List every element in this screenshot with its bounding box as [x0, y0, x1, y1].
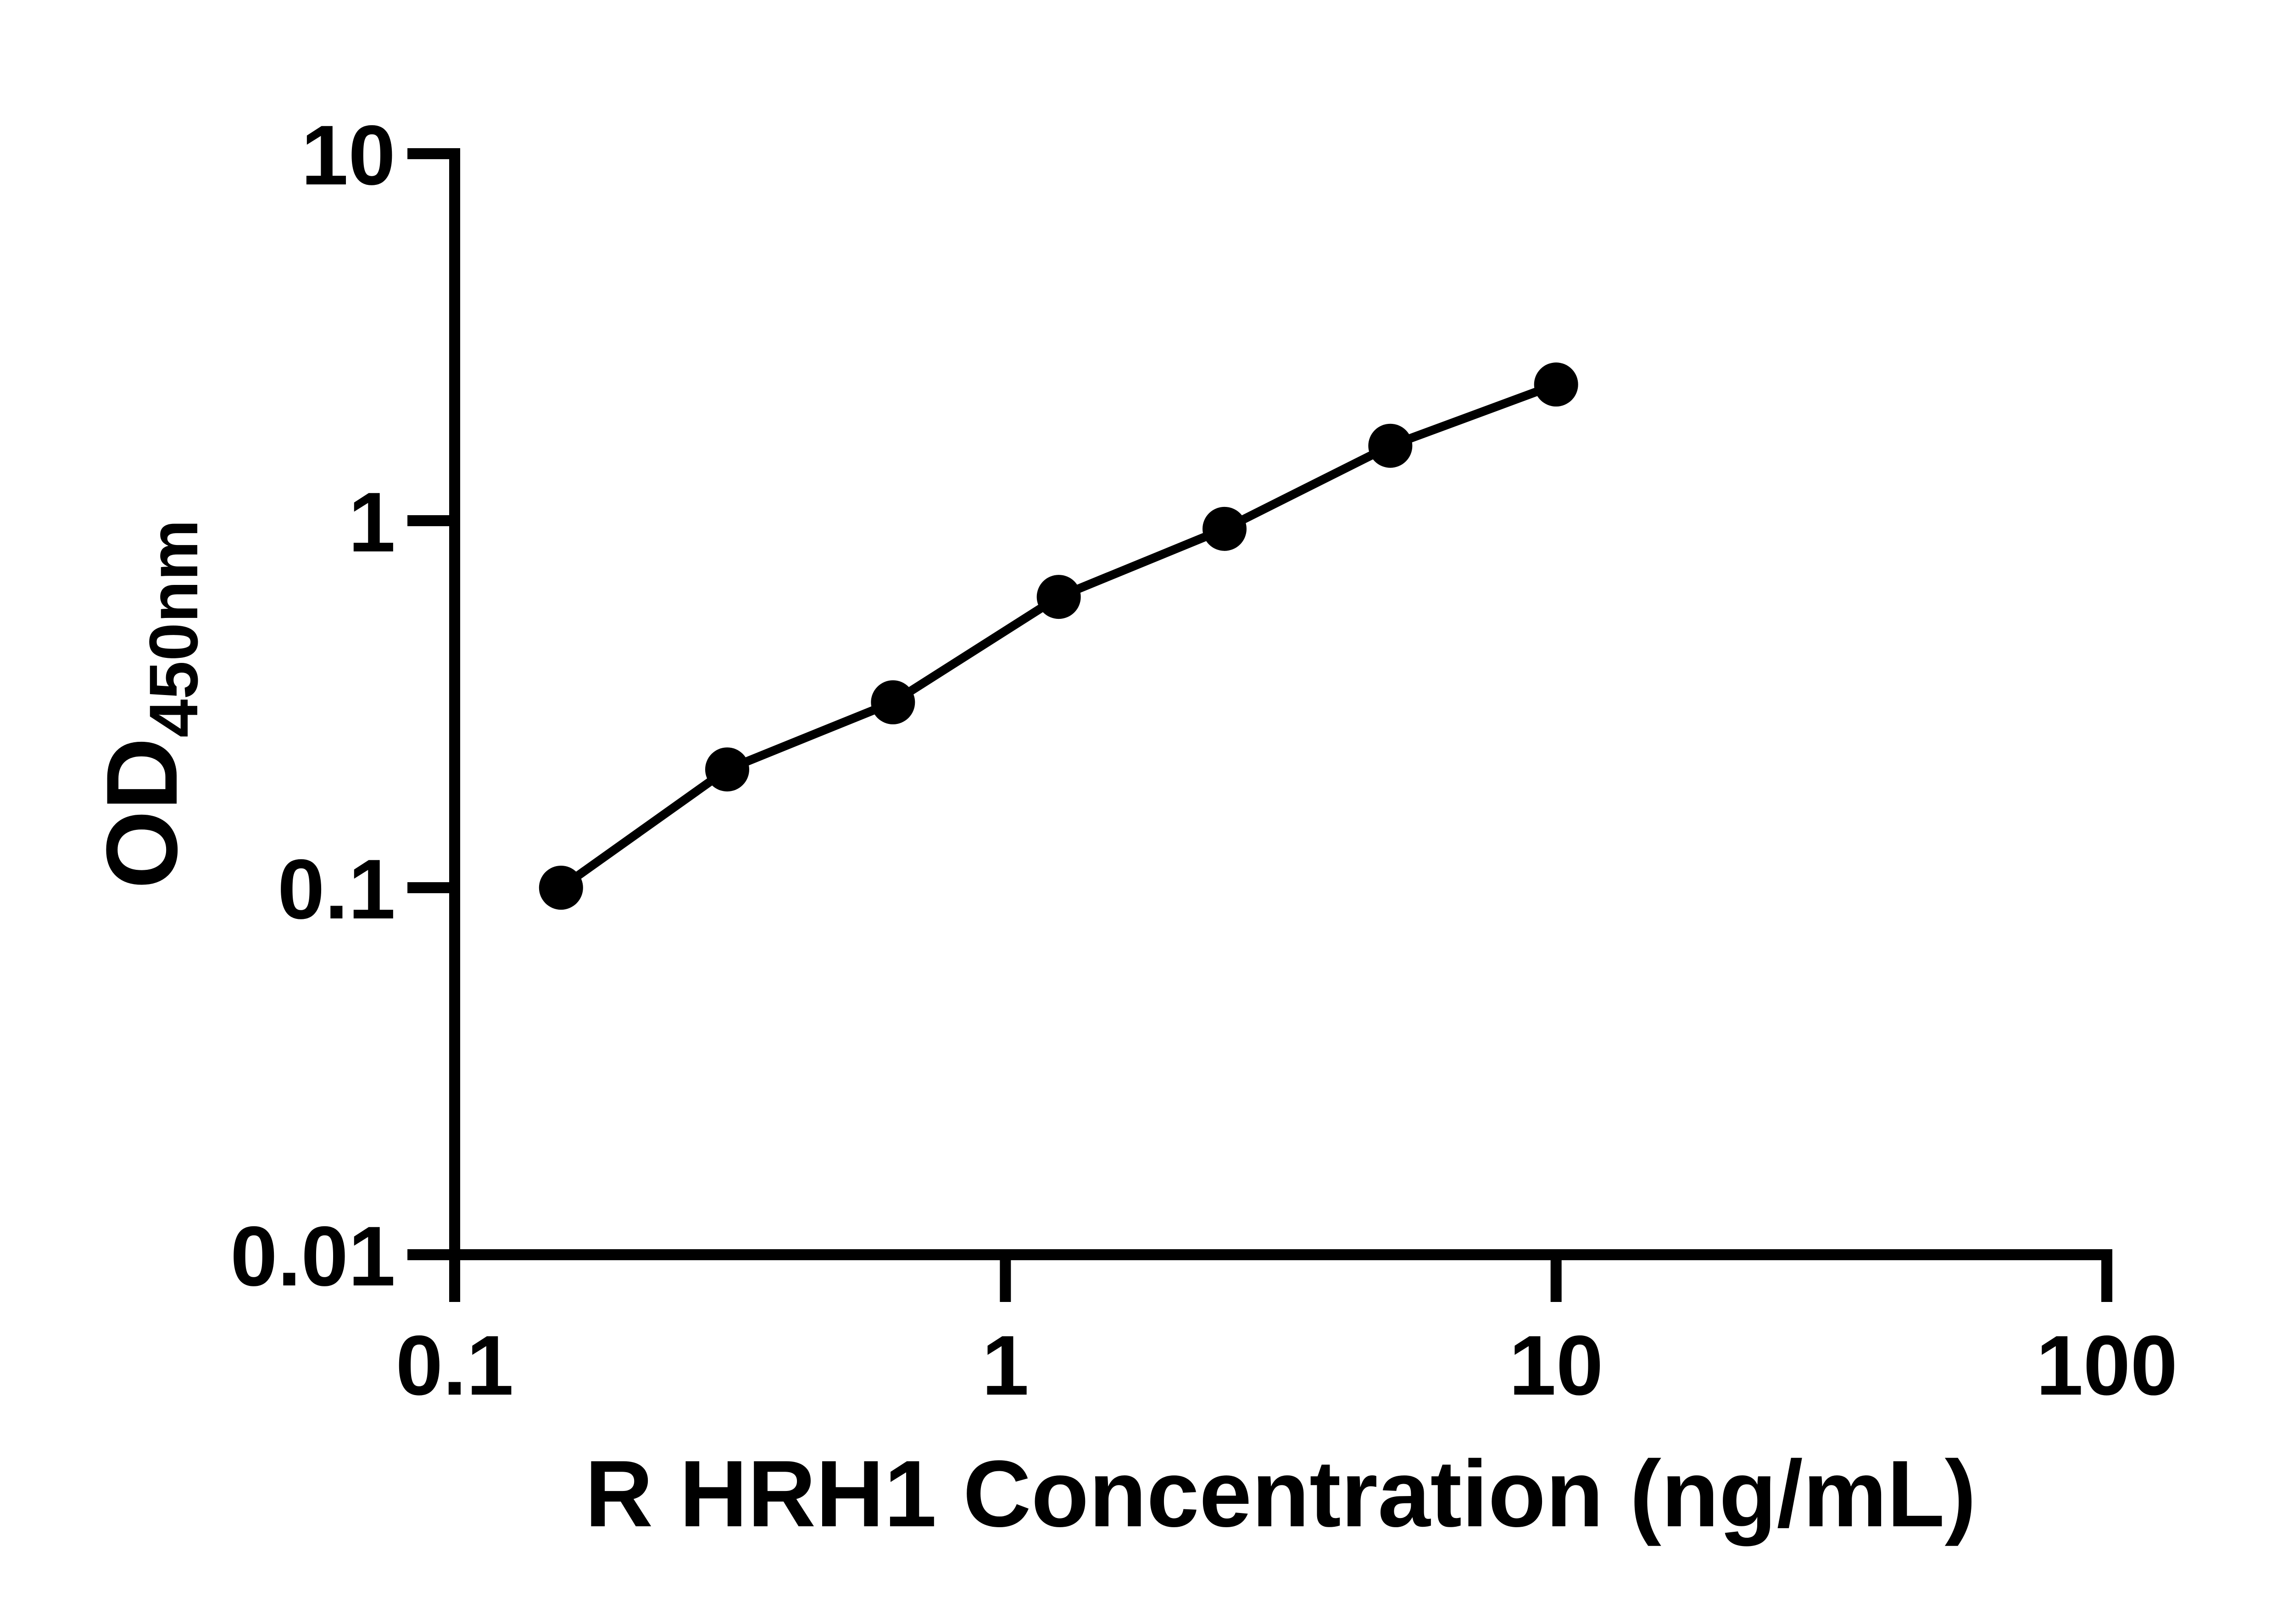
y-tick-label: 10 [301, 108, 395, 203]
data-point [1368, 423, 1413, 468]
axes [449, 148, 2112, 1260]
x-tick-label: 0.1 [395, 1318, 513, 1413]
x-tick-label: 100 [2036, 1318, 2178, 1413]
axis-ticks [407, 148, 2112, 1302]
y-tick-label: 1 [348, 475, 395, 570]
y-tick-label: 0.01 [230, 1209, 395, 1304]
data-point [1036, 575, 1081, 619]
data-point [1202, 506, 1247, 551]
y-axis-title-main: OD [85, 738, 198, 889]
data-point [539, 866, 583, 910]
y-axis-title: OD450nm [85, 519, 212, 889]
data-series [539, 362, 1578, 910]
x-tick-label: 10 [1509, 1318, 1604, 1413]
x-tick-label: 1 [982, 1318, 1029, 1413]
data-point [1534, 362, 1578, 407]
data-point [705, 747, 749, 792]
y-axis-title-subscript: 450nm [135, 519, 212, 737]
y-tick-label: 0.1 [278, 842, 395, 937]
data-point [871, 680, 915, 724]
x-axis-title: R HRH1 Concentration (ng/mL) [585, 1441, 1977, 1546]
